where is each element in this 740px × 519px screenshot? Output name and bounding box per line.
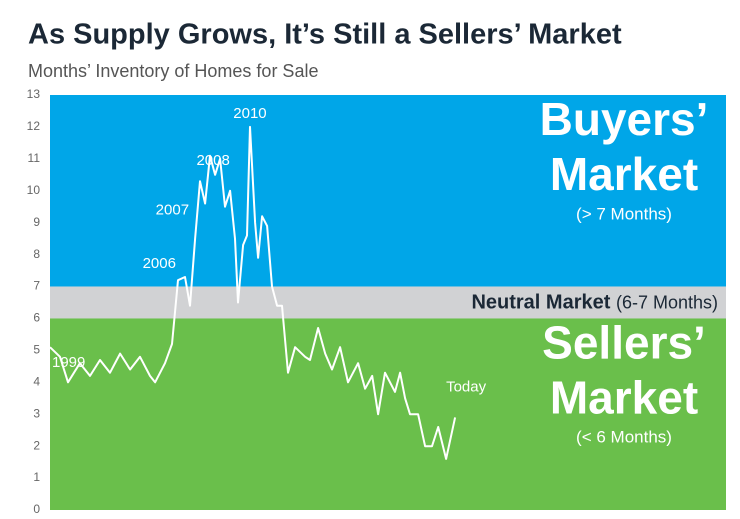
y-tick-label: 0 [33, 502, 40, 516]
annotation: 2007 [156, 202, 189, 219]
zone-note: (6-7 Months) [616, 292, 718, 312]
annotation: 1999 [52, 354, 85, 371]
annotation: 2010 [233, 105, 266, 122]
zone-label: Neutral Market (6-7 Months) [471, 292, 718, 314]
y-tick-label: 5 [33, 343, 40, 357]
y-tick-label: 7 [33, 279, 40, 293]
y-tick-label: 3 [33, 406, 40, 420]
data-line [49, 125, 457, 460]
y-tick-label: 10 [27, 183, 41, 197]
zone-title: Buyers’ [540, 93, 709, 145]
zone-band [50, 286, 726, 319]
annotation: Today [446, 378, 487, 395]
y-tick-label: 12 [27, 119, 41, 133]
zone-band [50, 95, 726, 287]
annotation: 2008 [196, 152, 229, 169]
zone-band [50, 318, 726, 510]
zone-note: (> 7 Months) [576, 204, 672, 223]
y-tick-label: 8 [33, 247, 40, 261]
y-tick-label: 4 [33, 374, 40, 388]
y-tick-label: 9 [33, 215, 40, 229]
chart-subtitle: Months’ Inventory of Homes for Sale [28, 61, 318, 81]
y-tick-label: 11 [28, 151, 41, 165]
y-tick-label: 6 [33, 311, 40, 325]
chart-title: As Supply Grows, It’s Still a Sellers’ M… [28, 19, 622, 51]
y-tick-label: 1 [33, 470, 40, 484]
zone-title: Market [550, 148, 698, 200]
zone-title: Neutral Market [471, 292, 610, 314]
zone-note: (< 6 Months) [576, 428, 672, 447]
zone-title: Sellers’ [542, 316, 706, 368]
y-tick-label: 2 [33, 438, 40, 452]
y-tick-label: 13 [27, 87, 41, 101]
annotation: 2006 [143, 255, 176, 272]
zone-title: Market [550, 371, 698, 423]
